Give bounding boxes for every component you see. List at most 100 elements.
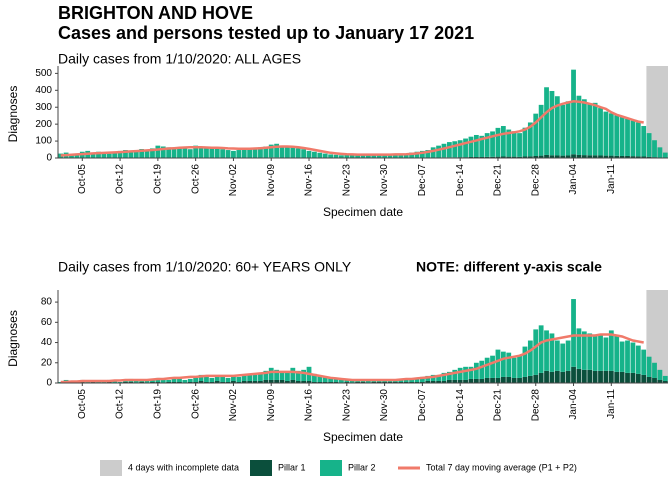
bar [220, 149, 226, 158]
bar [517, 377, 522, 383]
bar [641, 126, 647, 157]
bar [398, 154, 404, 158]
bar [619, 155, 625, 158]
bar [376, 155, 382, 158]
bar [214, 376, 220, 381]
bar [274, 143, 280, 158]
bar [522, 346, 528, 377]
bar [495, 349, 501, 378]
x-tick-label: Dec-28 [530, 389, 541, 422]
bar [171, 148, 177, 158]
bar [231, 150, 236, 158]
bar [106, 381, 112, 383]
bar [457, 379, 463, 383]
y-tick-label: 60 [41, 317, 53, 328]
bar [463, 366, 468, 380]
bar [214, 380, 220, 383]
bar [247, 380, 253, 383]
bar [457, 140, 463, 158]
bar [463, 138, 468, 158]
bar [150, 381, 155, 383]
bar [301, 380, 307, 383]
bar [554, 96, 560, 156]
bar [101, 152, 107, 158]
bar [263, 379, 269, 383]
bar [398, 381, 404, 383]
bar [625, 155, 630, 158]
bar [554, 370, 560, 383]
bar [333, 378, 339, 382]
bar [376, 381, 382, 383]
y-axis-label: Diagnoses [6, 86, 20, 143]
bar [506, 352, 512, 377]
bar [409, 381, 414, 383]
bar [614, 371, 620, 383]
y-tick-label: 40 [41, 337, 53, 348]
bar [560, 104, 566, 156]
bar [533, 113, 539, 156]
bar [198, 374, 204, 381]
bar [414, 377, 420, 382]
bar [419, 381, 425, 383]
bar [468, 378, 474, 383]
bar [209, 381, 215, 383]
x-tick-label: Oct-12 [115, 164, 126, 194]
bar [139, 381, 145, 383]
bar [295, 148, 301, 158]
bar [603, 337, 609, 371]
x-tick-label: Nov-23 [341, 164, 352, 197]
bar [371, 381, 377, 383]
bar [571, 154, 576, 158]
bar [263, 370, 269, 380]
bar [160, 379, 166, 383]
bar [549, 155, 555, 158]
bar [171, 381, 177, 383]
bar [193, 145, 199, 158]
bar [538, 325, 544, 373]
y-tick-label: 500 [35, 68, 52, 79]
bar [662, 380, 668, 383]
bar [328, 381, 334, 383]
bar [193, 381, 199, 383]
bar [106, 153, 112, 158]
bar [306, 380, 312, 383]
bar [522, 156, 528, 158]
bar [182, 379, 188, 383]
bar [360, 154, 366, 158]
bar [252, 380, 258, 383]
bar [193, 377, 199, 382]
bar [484, 156, 490, 158]
bar [625, 118, 630, 156]
bar [177, 147, 182, 158]
bar [619, 371, 625, 383]
bar [295, 370, 301, 381]
bar [90, 152, 96, 158]
x-tick-label: Oct-26 [190, 389, 201, 419]
chart-note: NOTE: different y-axis scale [416, 259, 602, 275]
x-tick-label: Nov-30 [379, 389, 390, 422]
bar [549, 333, 555, 372]
bar [419, 150, 425, 158]
x-tick-label: Nov-30 [379, 164, 390, 197]
x-tick-label: Dec-07 [417, 164, 428, 197]
bar [571, 299, 576, 367]
bar [204, 381, 209, 383]
y-tick-label: 300 [35, 102, 52, 113]
bar [463, 379, 468, 383]
bar [441, 380, 447, 383]
bar [533, 374, 539, 383]
bar [349, 154, 355, 158]
legend-label: Pillar 1 [278, 462, 306, 472]
bar [155, 381, 161, 383]
bar [581, 331, 587, 370]
bar [544, 87, 549, 155]
bar [430, 380, 436, 383]
x-tick-label: Jan-04 [568, 389, 579, 420]
bar [144, 379, 150, 383]
bar [446, 371, 452, 380]
bar [414, 381, 420, 383]
bar [565, 340, 571, 371]
bar [662, 152, 668, 158]
bar [150, 148, 155, 158]
bar [592, 102, 598, 156]
